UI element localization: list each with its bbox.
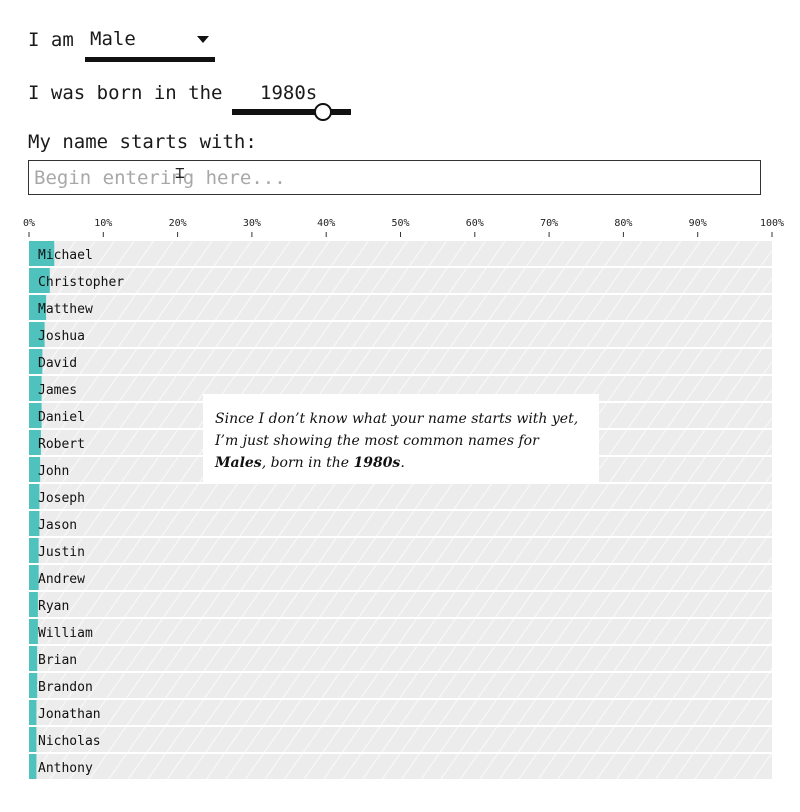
bar xyxy=(29,376,42,401)
bar-row-background xyxy=(29,565,772,590)
bar-name-label: Brian xyxy=(38,653,77,668)
bar-name-label: John xyxy=(38,464,69,479)
bar xyxy=(29,592,38,617)
name-prompt-label: My name starts with: xyxy=(28,131,257,153)
x-tick-label: 10% xyxy=(94,218,112,229)
x-tick-label: 60% xyxy=(466,218,484,229)
bar xyxy=(29,403,42,428)
bar-row-background xyxy=(29,673,772,698)
bar-name-label: Brandon xyxy=(38,680,93,695)
bar-name-label: Matthew xyxy=(38,302,93,317)
bar-row-background xyxy=(29,700,772,725)
bar-row-background xyxy=(29,619,772,644)
x-tick-label: 90% xyxy=(689,218,707,229)
bar-name-label: David xyxy=(38,356,77,371)
bar xyxy=(29,538,39,563)
bar xyxy=(29,295,47,320)
x-tick-label: 100% xyxy=(760,218,784,229)
bar xyxy=(29,349,43,374)
info-note: Since I don’t know what your name starts… xyxy=(203,394,599,484)
bar-name-label: Joseph xyxy=(38,491,85,506)
bar-row-background xyxy=(29,268,772,293)
bar xyxy=(29,646,38,671)
note-end: . xyxy=(400,455,405,471)
bar-row-background xyxy=(29,727,772,752)
bar xyxy=(29,511,40,536)
bar-rows: Michael Christopher Matthew Joshua David Jame… xyxy=(29,241,772,779)
bar-name-label: Justin xyxy=(38,545,85,560)
x-tick-label: 20% xyxy=(169,218,187,229)
note-line-1: Since I don’t know what your name starts… xyxy=(215,411,579,427)
note-mid: , born in the xyxy=(261,455,354,471)
bar-name-label: Jason xyxy=(38,518,77,533)
bar xyxy=(29,673,38,698)
x-tick-label: 70% xyxy=(540,218,558,229)
x-tick-label: 30% xyxy=(243,218,261,229)
bar-row-background xyxy=(29,538,772,563)
name-search-input[interactable] xyxy=(28,160,761,195)
bar-name-label: Daniel xyxy=(38,410,85,425)
x-axis: 0% 10% 20% 30% 40% 50% 60% 70% 80% 90% 100% xyxy=(23,218,784,237)
bar-row-background xyxy=(29,511,772,536)
bar-row-background xyxy=(29,295,772,320)
decade-slider-track[interactable] xyxy=(232,109,351,115)
x-tick-label: 80% xyxy=(614,218,632,229)
note-line-3: Males, born in the 1980s. xyxy=(215,452,587,474)
bar xyxy=(29,457,41,482)
bar-name-label: Michael xyxy=(38,248,93,263)
bar-row-background xyxy=(29,322,772,347)
bar-name-label: Nicholas xyxy=(38,734,101,749)
bar-name-label: Joshua xyxy=(38,329,85,344)
bar-name-label: Andrew xyxy=(38,572,85,587)
bar-name-label: James xyxy=(38,383,77,398)
bar xyxy=(29,322,45,347)
bar xyxy=(29,268,50,293)
bar xyxy=(29,754,37,779)
bar-name-label: William xyxy=(38,626,93,641)
bar xyxy=(29,727,37,752)
bar-name-label: Jonathan xyxy=(38,707,101,722)
bar-row-background xyxy=(29,484,772,509)
bar xyxy=(29,565,39,590)
x-tick-label: 50% xyxy=(391,218,409,229)
decade-prefix-label: I was born in the xyxy=(28,82,223,104)
x-tick-label: 40% xyxy=(317,218,335,229)
chevron-down-icon xyxy=(197,36,209,43)
bar-name-label: Ryan xyxy=(38,599,69,614)
bar-name-label: Robert xyxy=(38,437,85,452)
gender-select-value: Male xyxy=(90,28,136,50)
bar xyxy=(29,700,37,725)
bar-name-label: Anthony xyxy=(38,761,93,776)
bar xyxy=(29,619,38,644)
decade-slider-handle[interactable] xyxy=(314,103,332,121)
gender-select[interactable]: Male xyxy=(85,24,215,62)
bar-row-background xyxy=(29,241,772,266)
bar-name-label: Christopher xyxy=(38,275,124,290)
bar xyxy=(29,430,41,455)
note-line-2: I’m just showing the most common names f… xyxy=(215,433,539,449)
note-gender: Males xyxy=(215,455,262,471)
note-decade: 1980s xyxy=(353,455,401,471)
bar-row-background xyxy=(29,592,772,617)
bar-row-background xyxy=(29,349,772,374)
bar-row-background xyxy=(29,646,772,671)
x-tick-label: 0% xyxy=(23,218,35,229)
gender-prefix-label: I am xyxy=(28,29,74,51)
bar-row-background xyxy=(29,754,772,779)
decade-value: 1980s xyxy=(260,82,318,104)
bar xyxy=(29,241,55,266)
bar xyxy=(29,484,40,509)
